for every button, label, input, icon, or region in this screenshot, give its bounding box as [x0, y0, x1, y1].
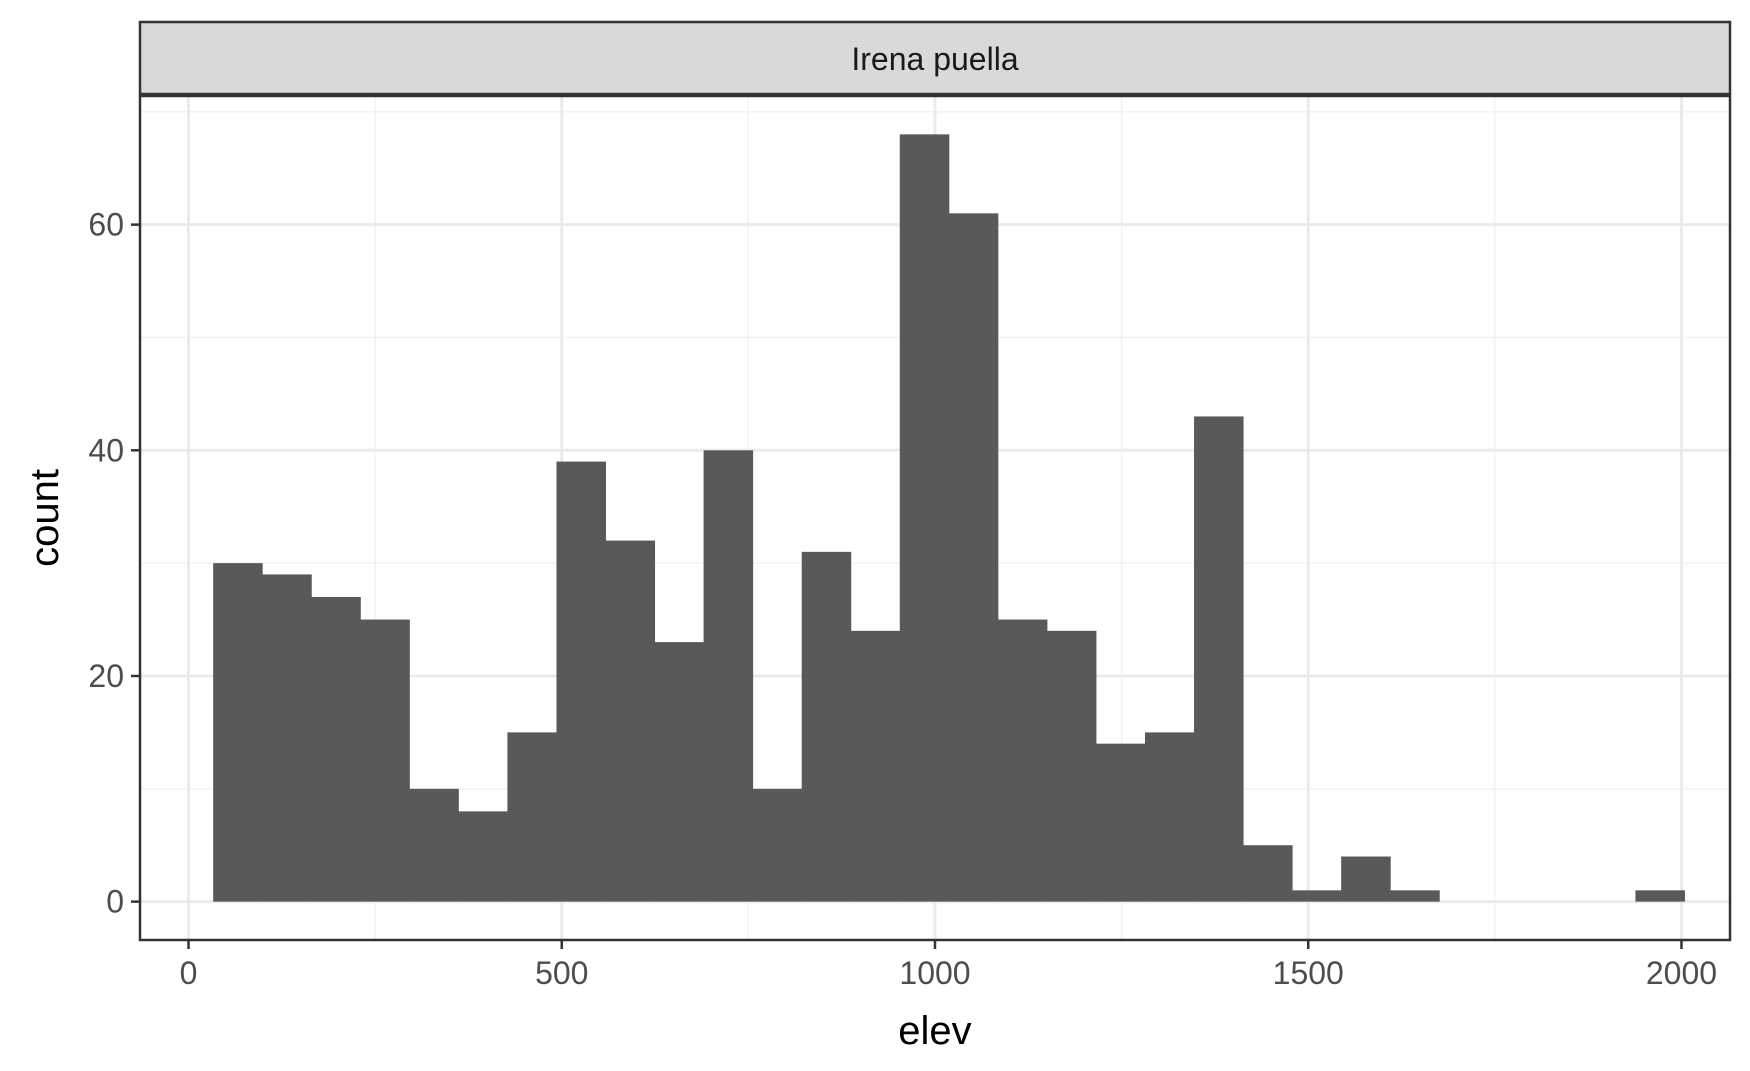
- histogram-bar: [311, 596, 361, 902]
- x-tick-label: 0: [180, 955, 198, 991]
- histogram-bar: [409, 788, 459, 902]
- x-axis-title: elev: [898, 1009, 971, 1053]
- x-tick-label: 500: [535, 955, 588, 991]
- histogram-bar: [1292, 890, 1342, 902]
- y-axis-title: count: [23, 469, 67, 567]
- histogram-bar: [1341, 856, 1391, 902]
- histogram-bar: [752, 788, 803, 902]
- histogram-bar: [556, 461, 607, 902]
- histogram-bar: [997, 619, 1048, 902]
- histogram-bar: [654, 642, 705, 902]
- histogram-bar: [360, 619, 410, 902]
- histogram-bar: [1243, 845, 1293, 902]
- histogram-bar: [850, 630, 901, 902]
- histogram-bar: [605, 540, 656, 902]
- facet-strip: [138, 20, 1732, 96]
- histogram-bars: [213, 134, 1685, 902]
- y-tick-label: 0: [106, 884, 124, 920]
- histogram-bar: [948, 213, 999, 902]
- histogram-bar: [1194, 416, 1244, 902]
- y-tick-label: 40: [88, 432, 124, 468]
- histogram-bar: [703, 450, 754, 902]
- histogram-bar: [262, 574, 312, 902]
- histogram-bar: [1095, 743, 1146, 902]
- x-tick-label: 1500: [1273, 955, 1344, 991]
- y-axis: 0 20 40 60: [88, 207, 140, 920]
- histogram-bar: [1390, 890, 1440, 902]
- histogram-bar: [1046, 630, 1097, 902]
- y-tick-label: 20: [88, 658, 124, 694]
- histogram-bar: [899, 134, 950, 902]
- histogram-bar: [801, 551, 852, 902]
- histogram-bar: [213, 563, 263, 902]
- histogram-bar: [1144, 732, 1195, 902]
- histogram-bar: [458, 811, 508, 902]
- y-tick-label: 60: [88, 207, 124, 243]
- histogram-bar: [507, 732, 557, 902]
- x-tick-label: 1000: [899, 955, 970, 991]
- x-tick-label: 2000: [1646, 955, 1717, 991]
- x-axis: 0 500 1000 1500 2000: [180, 940, 1717, 991]
- histogram-bar: [1635, 890, 1685, 902]
- facet-label: Irena puella: [851, 41, 1018, 77]
